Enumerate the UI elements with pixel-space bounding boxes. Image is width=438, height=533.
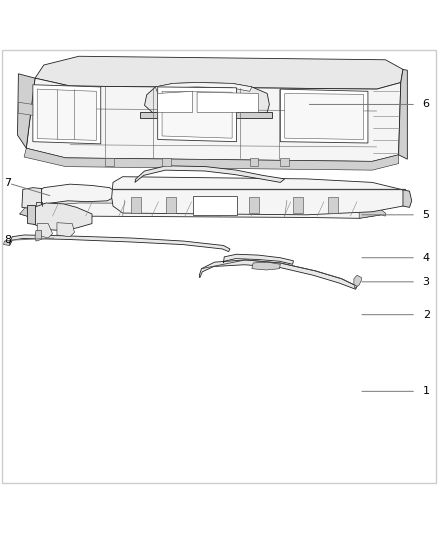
- Polygon shape: [33, 203, 92, 231]
- Polygon shape: [35, 56, 403, 89]
- Polygon shape: [18, 102, 33, 115]
- Polygon shape: [140, 112, 272, 118]
- Polygon shape: [328, 197, 338, 213]
- Polygon shape: [112, 177, 405, 215]
- Polygon shape: [280, 158, 289, 166]
- Polygon shape: [131, 197, 141, 213]
- Polygon shape: [105, 158, 114, 166]
- Text: 2: 2: [423, 310, 430, 320]
- Polygon shape: [205, 197, 215, 213]
- Polygon shape: [35, 231, 42, 241]
- Polygon shape: [18, 74, 35, 148]
- Polygon shape: [359, 203, 385, 219]
- Text: 1: 1: [423, 386, 430, 397]
- Text: 8: 8: [4, 235, 11, 245]
- Polygon shape: [22, 188, 42, 209]
- Text: 7: 7: [4, 178, 11, 188]
- Polygon shape: [399, 69, 407, 159]
- Polygon shape: [293, 197, 303, 213]
- Polygon shape: [162, 158, 171, 166]
- Text: 6: 6: [423, 100, 430, 109]
- Polygon shape: [223, 254, 293, 264]
- Polygon shape: [403, 190, 412, 207]
- Polygon shape: [24, 148, 399, 170]
- Polygon shape: [4, 240, 10, 246]
- Polygon shape: [252, 262, 280, 270]
- Polygon shape: [285, 93, 364, 140]
- Text: 3: 3: [423, 277, 430, 287]
- Polygon shape: [201, 117, 215, 122]
- Polygon shape: [158, 87, 237, 142]
- Polygon shape: [199, 260, 357, 289]
- Polygon shape: [26, 78, 401, 161]
- Polygon shape: [33, 85, 101, 144]
- Polygon shape: [249, 197, 259, 213]
- Polygon shape: [57, 223, 74, 237]
- Polygon shape: [197, 92, 258, 112]
- Polygon shape: [39, 199, 359, 207]
- Polygon shape: [162, 91, 232, 138]
- Polygon shape: [37, 223, 53, 238]
- Text: 5: 5: [423, 210, 430, 220]
- Polygon shape: [135, 166, 285, 182]
- Polygon shape: [193, 197, 237, 215]
- Polygon shape: [250, 158, 258, 166]
- Polygon shape: [354, 275, 361, 288]
- Polygon shape: [158, 91, 193, 112]
- Polygon shape: [27, 205, 35, 223]
- Polygon shape: [280, 89, 368, 143]
- Polygon shape: [20, 201, 39, 219]
- Polygon shape: [31, 189, 42, 206]
- Polygon shape: [20, 199, 381, 219]
- Polygon shape: [37, 89, 96, 140]
- Polygon shape: [166, 197, 176, 213]
- Text: 4: 4: [423, 253, 430, 263]
- Polygon shape: [145, 83, 269, 118]
- Polygon shape: [10, 235, 230, 252]
- Polygon shape: [155, 83, 252, 91]
- Polygon shape: [35, 184, 116, 204]
